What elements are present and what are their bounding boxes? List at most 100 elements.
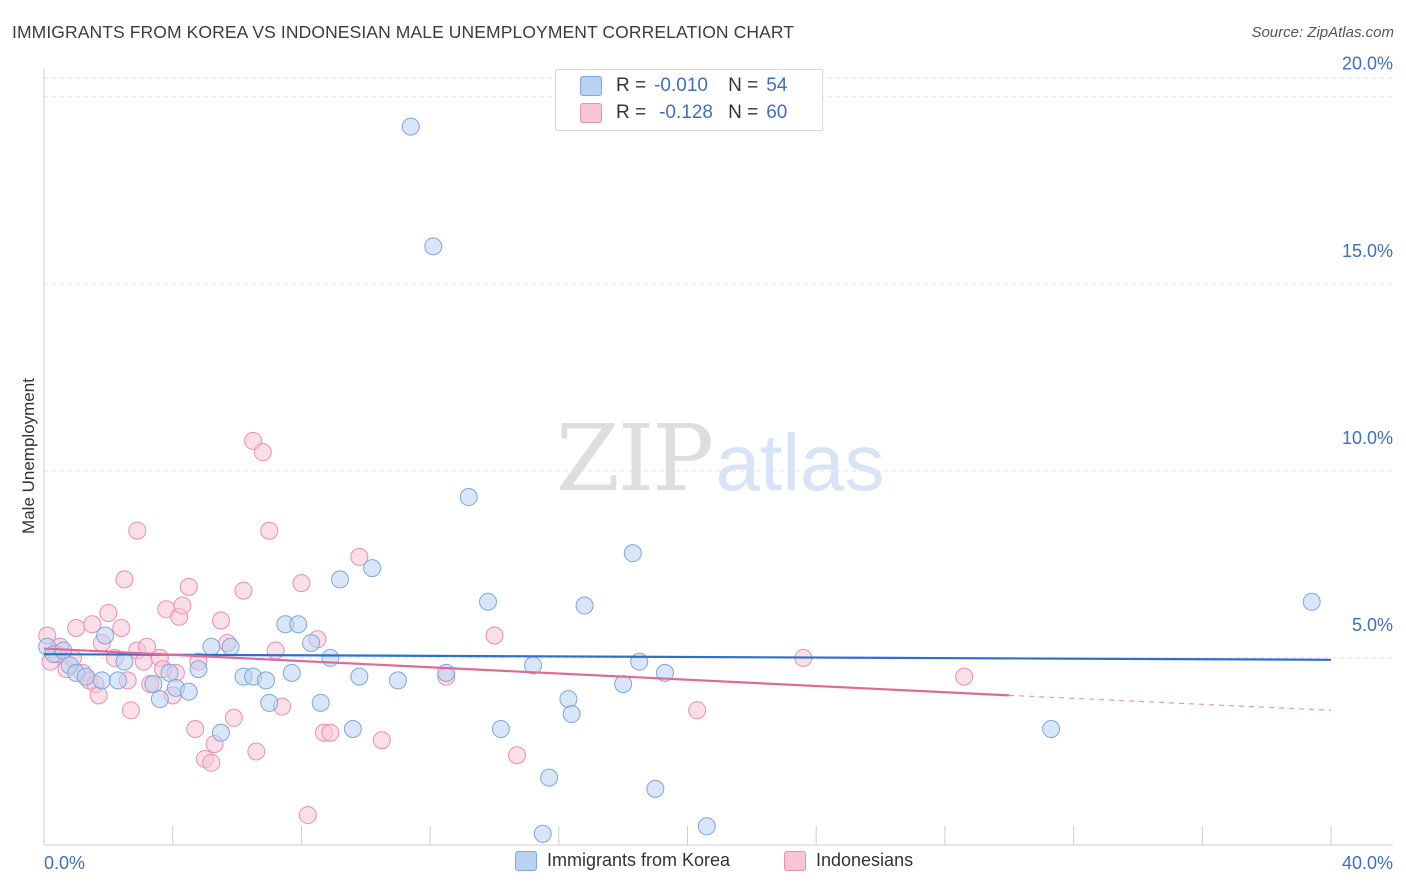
indonesians-point [350, 547, 369, 566]
indonesians-point [266, 641, 285, 660]
legend-item-korea: Immigrants from Korea [515, 850, 730, 871]
indonesians-point [260, 521, 279, 540]
korea-point [491, 720, 510, 739]
legend-row-indonesian: R = -0.128 N = 60 [580, 101, 787, 125]
indonesians-point [115, 570, 134, 589]
korea-point [179, 682, 198, 701]
indonesians-point [211, 611, 230, 630]
korea-point [211, 723, 230, 742]
korea-point [92, 671, 111, 690]
y-tick-label-10: 10.0% [1342, 428, 1393, 448]
indonesians-point [83, 615, 102, 634]
indonesians-point [128, 521, 147, 540]
indonesian-legend-label: Indonesians [816, 850, 914, 870]
watermark: ZIP atlas [556, 405, 885, 512]
korea-point [150, 690, 169, 709]
indonesians-point [121, 701, 140, 720]
indonesians-point [67, 618, 86, 637]
korea-point [401, 117, 420, 136]
indonesians-point [507, 746, 526, 765]
indonesians-point [186, 720, 205, 739]
indonesians-point [247, 742, 266, 761]
chart-title: IMMIGRANTS FROM KOREA VS INDONESIAN MALE… [12, 22, 795, 42]
korea-points [38, 117, 1321, 843]
correlation-legend: R = -0.010 N = 54 R = -0.128 N = 60 [555, 69, 823, 131]
korea-point [559, 690, 578, 709]
x-tick-label-max: 40.0% [1342, 853, 1393, 873]
korea-point [388, 671, 407, 690]
y-tick-label-5: 5.0% [1352, 615, 1393, 635]
korea-point [115, 652, 134, 671]
korea-point [363, 559, 382, 578]
korea-point [562, 705, 581, 724]
series-legend: Immigrants from Korea Indonesians [0, 850, 1406, 878]
korea-point [646, 779, 665, 798]
korea-point [76, 667, 95, 686]
korea-n-value: 54 [766, 75, 788, 96]
indonesians-point [485, 626, 504, 645]
indonesians-point [99, 604, 118, 623]
korea-n-label: N = [728, 75, 759, 96]
korea-point [282, 663, 301, 682]
indonesians-point [202, 753, 221, 772]
korea-point [160, 663, 179, 682]
korea-point [1042, 720, 1061, 739]
korea-point [697, 817, 716, 836]
indonesians-trend-extension [1009, 694, 1332, 711]
indonesians-point [298, 806, 317, 825]
indonesians-point [253, 443, 272, 462]
legend-row-korea: R = -0.010 N = 54 [580, 74, 787, 98]
korea-point [96, 626, 115, 645]
korea-legend-label: Immigrants from Korea [547, 850, 731, 870]
korea-point [479, 592, 498, 611]
indonesians-point [292, 574, 311, 593]
y-axis-label: Male Unemployment [19, 378, 38, 534]
korea-point [260, 693, 279, 712]
korea-point [257, 671, 276, 690]
korea-point [311, 693, 330, 712]
indonesians-point [224, 708, 243, 727]
indonesians-point [234, 581, 253, 600]
korea-point [350, 667, 369, 686]
korea-point [459, 488, 478, 507]
korea-point [614, 675, 633, 694]
indonesian-legend-swatch [784, 850, 806, 871]
korea-legend-swatch [515, 850, 537, 871]
korea-point [189, 660, 208, 679]
korea-point [343, 720, 362, 739]
indonesians-point [688, 701, 707, 720]
korea-point [655, 663, 674, 682]
korea-r-value: -0.010 [654, 75, 708, 96]
korea-r-label: R = [616, 75, 647, 96]
korea-swatch [580, 76, 602, 96]
indonesians-point [179, 577, 198, 596]
grid-lines [44, 77, 1393, 659]
indonesians-point [955, 667, 974, 686]
indonesians-point [372, 731, 391, 750]
korea-point [302, 633, 321, 652]
x-tick-labels: 0.0% 40.0% [44, 853, 1393, 873]
korea-point [289, 615, 308, 634]
source-label: Source: ZipAtlas.com [1251, 24, 1394, 41]
y-tick-labels: 5.0% 10.0% 15.0% 20.0% [1342, 54, 1393, 635]
indonesian-swatch [580, 103, 602, 123]
y-tick-label-20: 20.0% [1342, 54, 1393, 74]
korea-point [221, 637, 240, 656]
korea-point [321, 648, 340, 667]
korea-point [424, 237, 443, 256]
legend-item-indonesian: Indonesians [784, 850, 913, 871]
indonesians-point [321, 723, 340, 742]
indonesians-point [89, 686, 108, 705]
korea-point [540, 768, 559, 787]
korea-point [331, 570, 350, 589]
korea-point [575, 596, 594, 615]
korea-point [109, 671, 128, 690]
korea-point [202, 637, 221, 656]
y-tick-label-15: 15.0% [1342, 241, 1393, 261]
korea-point [533, 824, 552, 843]
trend-lines [43, 647, 1332, 711]
indonesians-trend-line [43, 647, 1010, 697]
indonesian-n-label: N = [728, 102, 759, 123]
korea-trend-line [43, 653, 1332, 661]
